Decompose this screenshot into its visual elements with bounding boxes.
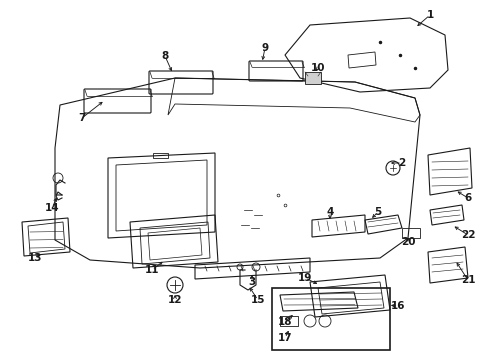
Text: 11: 11 — [144, 265, 159, 275]
Text: 6: 6 — [464, 193, 470, 203]
Text: 2: 2 — [398, 158, 405, 168]
Text: 20: 20 — [400, 237, 414, 247]
Bar — [305, 72, 320, 84]
Bar — [401, 228, 419, 238]
Text: 13: 13 — [28, 253, 42, 263]
Text: 3: 3 — [248, 277, 255, 287]
Text: 18: 18 — [277, 317, 292, 327]
Text: 17: 17 — [277, 333, 292, 343]
Text: 15: 15 — [250, 295, 264, 305]
Text: 14: 14 — [44, 203, 59, 213]
Text: 16: 16 — [390, 301, 405, 311]
Text: 1: 1 — [426, 10, 433, 20]
Text: 7: 7 — [78, 113, 85, 123]
Text: 4: 4 — [325, 207, 333, 217]
Text: 19: 19 — [297, 273, 311, 283]
Text: 12: 12 — [167, 295, 182, 305]
Text: 9: 9 — [261, 43, 268, 53]
Text: 22: 22 — [460, 230, 474, 240]
Text: 5: 5 — [374, 207, 381, 217]
Bar — [271, 288, 389, 350]
Text: 21: 21 — [460, 275, 474, 285]
Text: 10: 10 — [310, 63, 325, 73]
Text: 8: 8 — [161, 51, 168, 61]
